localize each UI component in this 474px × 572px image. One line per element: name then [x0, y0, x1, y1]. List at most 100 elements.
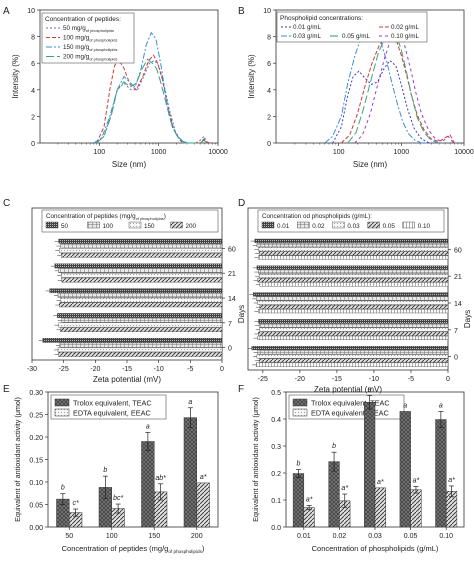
- x-axis-label: Zeta potential (mV): [314, 385, 382, 394]
- significance-label: a*: [413, 478, 420, 485]
- y-tick-label: 10: [27, 8, 35, 15]
- x-tick-label: -20: [295, 376, 305, 383]
- legend-entry-3: 200 mg/gof phospholipids: [63, 54, 117, 62]
- x-axis-label: Concentration of phospholipids (g/mL): [312, 544, 439, 553]
- x-tick-label: 0: [220, 366, 224, 373]
- legend-title: Concentration of peptides:: [45, 16, 121, 23]
- y-tick-label: 6: [31, 61, 35, 68]
- significance-label: b: [103, 467, 107, 474]
- y-tick-label: 21: [454, 274, 462, 281]
- bar-0.02-day-7: [258, 323, 449, 328]
- y-tick-label: 0: [454, 355, 458, 362]
- legend-entry-4: 0.10 g/mL: [391, 33, 420, 40]
- y-tick-label: 0.25: [29, 413, 43, 420]
- bar-0.01-day-0: [251, 346, 449, 351]
- y-tick-label: 21: [228, 271, 236, 278]
- bar-0.05-day-60: [258, 251, 449, 256]
- y-tick-label: 0.1: [271, 498, 281, 505]
- bar-100-day-7: [61, 317, 223, 323]
- y-tick-label: 4: [31, 88, 35, 95]
- bar-200-day-21: [61, 277, 223, 283]
- x-tick-label: -10: [154, 366, 164, 373]
- legend-swatch-0: [292, 398, 308, 407]
- legend-box: [41, 12, 135, 64]
- panel-letter-b: B: [238, 6, 245, 17]
- bar-0-0.03: [364, 402, 376, 528]
- y-tick-label: 0.15: [29, 458, 43, 465]
- y-tick-label: 6: [267, 61, 271, 68]
- panel-letter-e: E: [3, 384, 10, 395]
- legend-box: [288, 394, 405, 420]
- x-tick-label: -10: [369, 376, 379, 383]
- bar-200-day-0: [58, 352, 223, 357]
- plot-frame: [247, 207, 449, 371]
- legend-entry-1: EDTA equivalent, EEAC: [73, 409, 151, 418]
- y-tick-label: 0: [31, 141, 35, 148]
- bar-200-day-60: [60, 252, 223, 258]
- bar-0.03-day-14: [257, 300, 449, 305]
- significance-label: a*: [377, 479, 384, 486]
- y-tick-label: 0.5: [271, 390, 281, 397]
- legend-entry-2: 0.03 g/mL: [293, 33, 322, 40]
- x-tick-label: 0.03: [368, 533, 382, 540]
- bar-50-day-0: [42, 338, 223, 343]
- y-tick-label: 0.0: [271, 525, 281, 532]
- plot-frame: [275, 9, 465, 144]
- y-axis-label: Intensity (%): [11, 54, 20, 99]
- x-tick-label: 100: [93, 149, 105, 156]
- y-tick-label: 7: [454, 328, 458, 335]
- y-tick-label: 0.05: [29, 503, 43, 510]
- y-tick-label: 14: [454, 301, 462, 308]
- x-tick-label: -15: [332, 376, 342, 383]
- y-tick-label: 2: [267, 114, 271, 121]
- bar-50-day-21: [54, 263, 223, 269]
- significance-label: a: [403, 402, 407, 409]
- legend-entry-2: 150 mg/gof phospholipids: [63, 44, 117, 52]
- legend-swatch-1: [297, 221, 310, 229]
- legend-swatch-4: [402, 221, 415, 229]
- bar-0.01-day-60: [254, 238, 449, 243]
- legend-entry-4: 0.10: [418, 223, 431, 230]
- bar-200-day-7: [60, 327, 223, 332]
- bar-0.10-day-0: [255, 362, 449, 367]
- bar-0.10-day-7: [257, 335, 449, 340]
- bar-0.03-day-7: [259, 327, 449, 332]
- significance-label: b: [297, 460, 301, 467]
- legend-title: Concentration od phospholipids (g/mL):: [262, 213, 372, 220]
- bar-150-day-7: [58, 322, 223, 328]
- legend-entry-0: 50 mg/gof phospholipids: [63, 25, 114, 33]
- x-tick-label: 100: [333, 149, 345, 156]
- x-tick-label: -5: [187, 366, 193, 373]
- legend-entry-1: EDTA equivalent, EEAC: [311, 409, 389, 418]
- series-line-3: [347, 30, 440, 144]
- panel-a-size-distribution-chart: 0 2 4 6 8 10 100 1000 10000 Size (nm) Intensity (%…: [11, 8, 228, 169]
- bar-0.05-day-21: [257, 278, 449, 283]
- x-tick-label: 1000: [394, 149, 410, 156]
- legend-entry-0: 0.01: [277, 223, 290, 230]
- x-tick-label: 10000: [208, 149, 228, 156]
- y-tick-label: 0.00: [29, 525, 43, 532]
- series-line-0: [332, 59, 437, 144]
- legend-swatch-3: [367, 221, 380, 229]
- bar-0-0.05: [399, 411, 411, 528]
- bar-0.02-day-21: [258, 269, 449, 274]
- legend-swatch-0: [261, 221, 275, 229]
- bar-0.01-day-7: [258, 319, 449, 324]
- y-tick-label: 0: [228, 346, 232, 353]
- legend-entry-3: 200: [186, 223, 197, 230]
- bar-1-200: [196, 482, 210, 528]
- significance-label: a*: [200, 474, 207, 481]
- bar-100-day-0: [59, 342, 223, 348]
- x-tick-label: 0.01: [297, 533, 311, 540]
- series-line-1: [96, 54, 210, 144]
- bar-150-day-60: [59, 248, 223, 253]
- legend-entry-1: 100: [103, 223, 114, 230]
- bar-1-0.03: [374, 487, 386, 528]
- panel-letter-a: A: [3, 6, 10, 17]
- significance-label: a: [188, 399, 192, 406]
- bar-0-0.10: [435, 419, 447, 528]
- legend-entry-3: 0.05: [383, 223, 396, 230]
- bar-0-150: [141, 441, 155, 528]
- y-axis-label: Equivalent of antioxidant activity (μmol…: [13, 397, 22, 522]
